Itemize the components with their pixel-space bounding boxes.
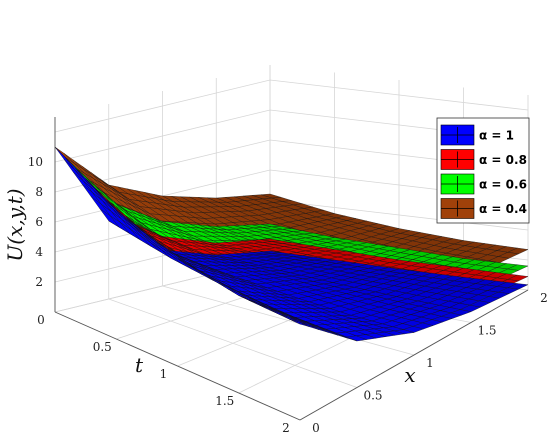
- surfaces: [54, 146, 529, 342]
- z-tick-label: 4: [35, 245, 43, 259]
- surface-patch: [54, 146, 75, 164]
- x-tick-label: 2: [540, 291, 548, 305]
- t-tick-label: 1.5: [215, 394, 234, 408]
- z-tick-label: 8: [35, 185, 43, 199]
- z-tick-label: 2: [35, 275, 43, 289]
- t-axis-label: t: [135, 353, 144, 377]
- x-tick-label: 0.5: [363, 389, 382, 403]
- x-axis-line: [299, 289, 529, 421]
- t-axis-line: [54, 311, 301, 421]
- legend-label: α = 0.8: [479, 153, 527, 167]
- z-axis-label: U(x,y,t): [3, 188, 27, 261]
- x-axis-label: x: [404, 363, 415, 387]
- t-tick-label: 0: [37, 313, 45, 327]
- legend-label: α = 1: [479, 129, 514, 143]
- legend-label: α = 0.6: [479, 178, 527, 192]
- grid-line: [54, 79, 529, 133]
- legend-label: α = 0.4: [479, 202, 527, 216]
- surface-patch: [289, 319, 310, 327]
- surface--1: [54, 146, 529, 342]
- tick-labels: 0 0.5 1 1.5 2 0 0.5 1 1.5 2 2 4 6 8 10: [28, 155, 548, 433]
- x-tick-label: 1.5: [477, 324, 496, 338]
- x-tick-label: 1: [426, 356, 434, 370]
- t-tick-label: 0.5: [93, 340, 112, 354]
- z-tick-label: 10: [28, 155, 43, 169]
- z-tick-label: 6: [35, 215, 43, 229]
- t-tick-label: 2: [282, 421, 290, 433]
- x-tick-label: 0: [312, 421, 320, 433]
- legend: α = 1 α = 0.8 α = 0.6 α = 0.4: [436, 117, 530, 224]
- t-tick-label: 1: [160, 367, 168, 381]
